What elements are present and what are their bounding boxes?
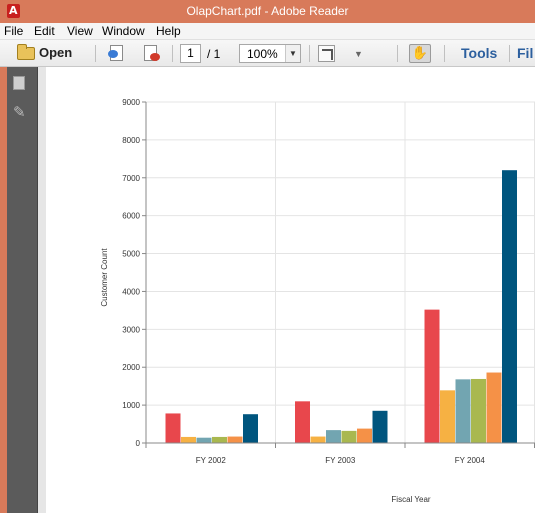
more-tools-icon[interactable]: ▼	[354, 49, 363, 59]
x-tick-label: FY 2003	[325, 456, 356, 465]
chevron-down-icon[interactable]: ▼	[285, 45, 300, 62]
page-thumbnails-icon[interactable]	[10, 73, 25, 90]
fill-sign-button[interactable]: Fil	[517, 45, 534, 61]
y-axis-title: Customer Count	[100, 248, 109, 307]
open-button-label: Open	[39, 45, 73, 60]
toolbar-separator	[509, 45, 510, 62]
folder-icon	[17, 44, 35, 60]
x-axis-title: Fiscal Year	[391, 495, 430, 504]
window-title: OlapChart.pdf - Adobe Reader	[186, 4, 349, 18]
x-tick-label: FY 2002	[196, 456, 227, 465]
bar	[181, 436, 196, 443]
bar	[372, 410, 388, 443]
toolbar-separator	[397, 45, 398, 62]
bar	[502, 170, 517, 443]
bar	[227, 436, 243, 443]
y-tick-label: 9000	[122, 98, 140, 107]
toolbar-separator	[95, 45, 96, 62]
bar	[212, 436, 227, 443]
bar	[455, 379, 471, 443]
page-total: / 1	[207, 47, 221, 61]
chart-axes: 0 1000 2000 3000 4000 5000 6000 7000 8000 9000 FY …	[122, 98, 535, 465]
menu-help[interactable]: Help	[156, 24, 181, 38]
menu-edit[interactable]: Edit	[34, 24, 55, 38]
y-tick-label: 7000	[122, 174, 140, 183]
navigation-pane: ✎	[0, 67, 38, 513]
nav-pane-strip	[0, 67, 7, 513]
print-badge-shape	[150, 53, 160, 61]
y-tick-label: 0	[136, 439, 141, 448]
y-tick-label: 6000	[122, 212, 140, 221]
y-tick-label: 5000	[122, 250, 140, 259]
zoom-value: 100%	[247, 47, 278, 61]
bar	[295, 401, 310, 443]
y-tick-label: 2000	[122, 363, 140, 372]
attachments-icon[interactable]: ✎	[13, 103, 26, 121]
page-number-input[interactable]: 1	[180, 44, 201, 63]
menu-view[interactable]: View	[67, 24, 93, 38]
toolbar: Open 1 / 1 100% ▼ ▼ ✋ Tools Fil	[0, 40, 535, 67]
bar	[326, 430, 341, 443]
bar	[243, 414, 258, 443]
bar	[165, 413, 181, 443]
page-edge-shadow	[38, 67, 46, 513]
bar	[310, 436, 326, 443]
bar	[424, 309, 440, 443]
bar	[471, 378, 486, 443]
chart-bars	[165, 170, 517, 443]
open-button[interactable]: Open	[17, 44, 75, 63]
y-tick-label: 1000	[122, 401, 140, 410]
toolbar-separator	[172, 45, 173, 62]
bar	[486, 372, 502, 443]
olap-bar-chart: 0 1000 2000 3000 4000 5000 6000 7000 8000 9000 FY …	[100, 98, 535, 504]
menu-window[interactable]: Window	[102, 24, 145, 38]
save-icon[interactable]	[107, 44, 127, 63]
document-area[interactable]: 0 1000 2000 3000 4000 5000 6000 7000 8000 9000 FY …	[38, 67, 535, 513]
toolbar-separator	[309, 45, 310, 62]
adobe-reader-icon[interactable]: A	[7, 4, 20, 18]
save-arrow-shape	[108, 50, 118, 58]
toolbar-separator	[444, 45, 445, 62]
menu-bar: File Edit View Window Help	[0, 23, 535, 40]
x-tick-label: FY 2004	[455, 456, 486, 465]
bar	[357, 428, 372, 443]
bar	[341, 430, 357, 443]
app-icon-glyph: A	[9, 4, 18, 17]
print-icon[interactable]	[141, 44, 161, 63]
y-tick-label: 3000	[122, 325, 140, 334]
title-bar: A OlapChart.pdf - Adobe Reader	[0, 0, 535, 23]
bar	[440, 390, 455, 443]
zoom-select[interactable]: 100% ▼	[239, 44, 301, 63]
fit-page-icon[interactable]	[318, 45, 335, 62]
y-tick-label: 4000	[122, 287, 140, 296]
y-tick-label: 8000	[122, 136, 140, 145]
bar	[196, 437, 212, 443]
menu-file[interactable]: File	[4, 24, 24, 38]
hand-tool-icon[interactable]: ✋	[409, 44, 431, 63]
tools-button[interactable]: Tools	[461, 45, 498, 61]
